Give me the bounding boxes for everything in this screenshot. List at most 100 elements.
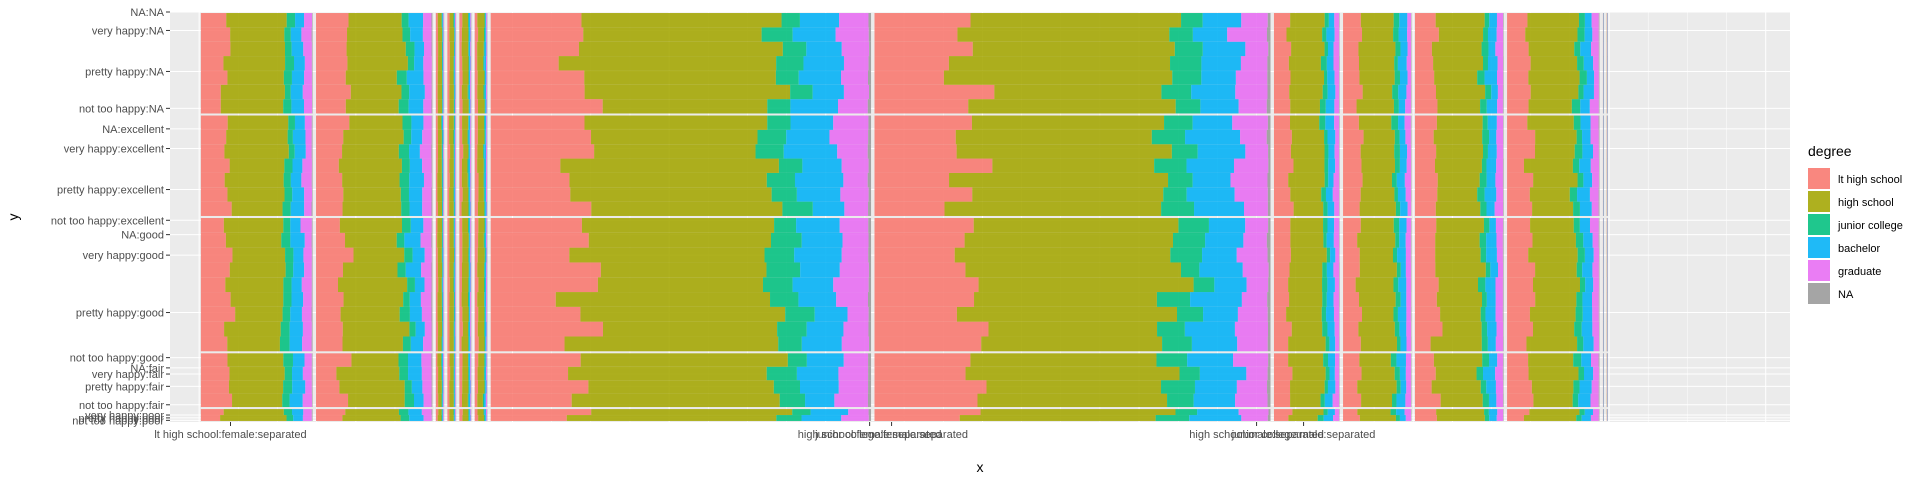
mosaic-tile	[1411, 367, 1412, 380]
mosaic-tile	[1398, 116, 1405, 130]
mosaic-tile	[468, 277, 469, 292]
mosaic-tile	[423, 13, 431, 27]
mosaic-tile	[1415, 248, 1435, 263]
mosaic-tile	[1361, 159, 1394, 173]
mosaic-tile	[438, 202, 442, 216]
mosaic-tile	[1579, 13, 1585, 27]
mosaic-tile	[469, 159, 471, 173]
mosaic-tile	[484, 27, 485, 41]
mosaic-tile	[1415, 99, 1437, 113]
mosaic-tile	[454, 70, 455, 84]
mosaic-tile	[468, 336, 469, 351]
mosaic-tile	[1584, 56, 1593, 70]
mosaic-tile	[1503, 233, 1504, 248]
mosaic-tile	[447, 130, 449, 144]
mosaic-tile	[486, 277, 487, 292]
mosaic-tile	[402, 218, 411, 233]
mosaic-tile	[226, 13, 286, 27]
mosaic-tile	[345, 233, 397, 248]
mosaic-tile	[230, 42, 285, 56]
mosaic-tile	[409, 85, 425, 99]
mosaic-tile	[971, 13, 1182, 27]
mosaic-tile	[1343, 394, 1361, 407]
mosaic-tile	[1496, 130, 1503, 144]
mosaic-tile	[201, 70, 228, 84]
mosaic-tile	[485, 202, 486, 216]
mosaic-tile	[1334, 218, 1339, 233]
mosaic-tile	[1503, 353, 1504, 366]
mosaic-tile	[1324, 159, 1328, 173]
mosaic-tile	[1335, 367, 1339, 380]
mosaic-tile	[1398, 187, 1406, 201]
mosaic-tile	[1590, 218, 1599, 233]
mosaic-tile	[1394, 13, 1400, 27]
mosaic-tile	[1396, 409, 1404, 415]
mosaic-tile	[462, 380, 468, 393]
mosaic-tile	[1359, 116, 1391, 130]
mosaic-tile	[1415, 85, 1436, 99]
mosaic-tile	[1274, 116, 1290, 130]
mosaic-tile	[1592, 202, 1599, 216]
mosaic-tile	[486, 173, 487, 187]
mosaic-tile	[806, 42, 841, 56]
mosaic-tile	[447, 13, 449, 27]
mosaic-tile	[797, 367, 839, 380]
mosaic-tile	[1343, 42, 1358, 56]
mosaic-tile	[1405, 130, 1411, 144]
mosaic-tile	[485, 353, 486, 366]
mosaic-tile	[459, 336, 461, 351]
mosaic-tile	[432, 367, 433, 380]
mosaic-tile	[303, 367, 312, 380]
mosaic-tile	[1246, 367, 1267, 380]
mosaic-tile	[1398, 85, 1406, 99]
mosaic-tile	[1361, 144, 1395, 158]
mosaic-tile	[436, 336, 438, 351]
mosaic-tile	[316, 415, 342, 421]
mosaic-tile	[351, 85, 402, 99]
mosaic-tile	[1599, 70, 1600, 84]
mosaic-tile	[1528, 70, 1579, 84]
mosaic-tile	[316, 85, 351, 99]
mosaic-tile	[454, 85, 455, 99]
mosaic-tile	[459, 159, 462, 173]
mosaic-tile	[1274, 233, 1290, 248]
mosaic-tile	[453, 13, 454, 27]
mosaic-tile	[1343, 367, 1361, 380]
mosaic-tile	[450, 144, 454, 158]
mosaic-tile	[1328, 85, 1336, 99]
mosaic-tile	[312, 85, 313, 99]
mosaic-tile	[1362, 27, 1393, 41]
mosaic-tile	[1343, 159, 1361, 173]
mosaic-tile	[1398, 307, 1406, 322]
mosaic-tile	[224, 144, 288, 158]
mosaic-tile	[1496, 218, 1503, 233]
mosaic-tile	[462, 13, 468, 27]
mosaic-tile	[454, 70, 455, 84]
mosaic-tile	[1580, 99, 1590, 113]
mosaic-tile	[1343, 322, 1358, 337]
mosaic-tile	[1343, 233, 1357, 248]
mosaic-tile	[1487, 99, 1497, 113]
mosaic-tile	[485, 159, 487, 173]
mosaic-tile	[442, 159, 443, 173]
mosaic-tile	[1497, 415, 1503, 421]
mosaic-tile	[462, 336, 469, 351]
mosaic-tile	[1169, 27, 1193, 41]
mosaic-tile	[1488, 116, 1497, 130]
mosaic-tile	[484, 159, 485, 173]
mosaic-tile	[1488, 336, 1496, 351]
mosaic-tile	[874, 292, 974, 307]
y-tick-label: very happy:excellent	[64, 144, 164, 156]
mosaic-tile	[436, 322, 438, 337]
mosaic-tile	[478, 409, 484, 415]
mosaic-tile	[1436, 13, 1485, 27]
mosaic-tile	[848, 307, 869, 322]
mosaic-tile	[1322, 277, 1327, 292]
mosaic-tile	[442, 173, 443, 187]
mosaic-tile	[225, 277, 283, 292]
mosaic-tile	[1585, 27, 1593, 41]
mosaic-tile	[475, 144, 478, 158]
mosaic-tile	[1290, 218, 1323, 233]
mosaic-tile	[1415, 116, 1437, 130]
mosaic-tile	[800, 380, 839, 393]
